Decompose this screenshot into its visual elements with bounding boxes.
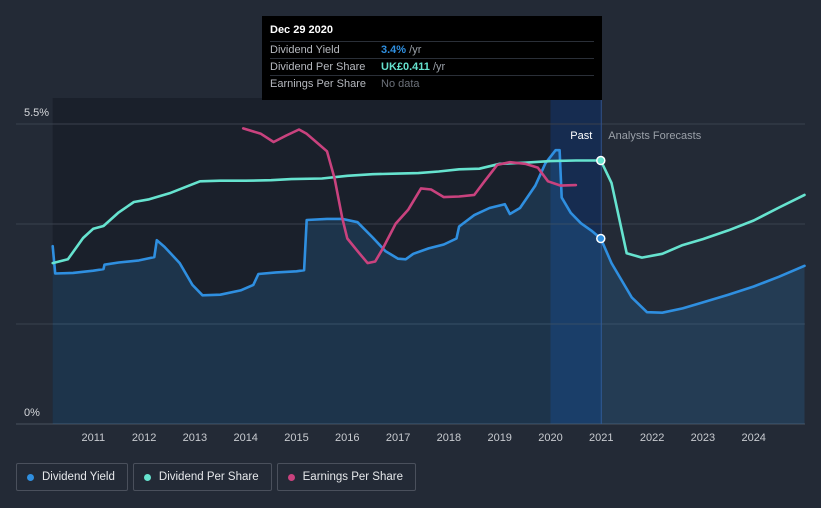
- tooltip: Dec 29 2020 Dividend Yield 3.4% /yr Divi…: [262, 16, 602, 100]
- y-axis-label-top: 5.5%: [24, 107, 49, 119]
- tooltip-label: Dividend Yield: [270, 44, 340, 56]
- series-line-dividend-per-share: [51, 159, 806, 265]
- x-tick-label: 2022: [640, 432, 664, 444]
- legend-item-earnings-per-share[interactable]: Earnings Per Share: [276, 463, 416, 491]
- x-tick-label: 2012: [132, 432, 156, 444]
- tooltip-value: 3.4%: [381, 44, 407, 56]
- x-tick-label: 2020: [538, 432, 562, 444]
- legend-dot: [287, 473, 295, 481]
- x-tick-label: 2011: [81, 432, 105, 444]
- x-tick-label: 2023: [691, 432, 715, 444]
- x-tick-label: 2017: [386, 432, 410, 444]
- forecast-label: Analysts Forecasts: [608, 130, 701, 142]
- tooltip-row-dividend-yield: Dividend Yield 3.4% /yr: [270, 41, 594, 58]
- x-tick-label: 2021: [589, 432, 613, 444]
- series-area-0: [52, 150, 805, 424]
- x-tick-label: 2016: [335, 432, 359, 444]
- legend-item-dividend-per-share[interactable]: Dividend Per Share: [132, 463, 272, 491]
- legend: Dividend Yield Dividend Per Share Earnin…: [16, 463, 416, 491]
- x-tick-label: 2014: [233, 432, 257, 444]
- x-tick-label: 2024: [741, 432, 765, 444]
- legend-dot: [27, 473, 34, 481]
- tooltip-value: No data: [381, 78, 420, 90]
- tooltip-value: UK£0.411: [381, 61, 430, 73]
- tooltip-label: Dividend Per Share: [270, 61, 366, 73]
- tooltip-row-dividend-per-share: Dividend Per Share UK£0.411 /yr: [270, 58, 594, 75]
- tooltip-date: Dec 29 2020: [270, 24, 333, 36]
- y-axis-label-bottom: 0%: [24, 407, 40, 419]
- legend-dot: [143, 473, 151, 481]
- legend-label: Dividend Yield: [42, 471, 115, 483]
- past-label: Past: [570, 130, 592, 142]
- tooltip-label: Earnings Per Share: [270, 78, 366, 90]
- legend-label: Earnings Per Share: [302, 471, 403, 483]
- x-tick-label: 2019: [487, 432, 511, 444]
- legend-item-dividend-yield[interactable]: Dividend Yield: [16, 463, 128, 491]
- series-line-earnings-per-share: [241, 127, 578, 265]
- x-tick-label: 2015: [284, 432, 308, 444]
- highlight-point: [596, 233, 606, 244]
- x-tick-label: 2013: [183, 432, 207, 444]
- tooltip-unit: /yr: [429, 61, 446, 73]
- highlight-point: [596, 155, 606, 166]
- tooltip-unit: /yr: [406, 44, 422, 56]
- series-line-dividend-yield: [51, 148, 806, 314]
- legend-label: Dividend Per Share: [158, 471, 259, 483]
- tooltip-row-earnings-per-share: Earnings Per Share No data: [270, 75, 594, 92]
- x-tick-label: 2018: [437, 432, 461, 444]
